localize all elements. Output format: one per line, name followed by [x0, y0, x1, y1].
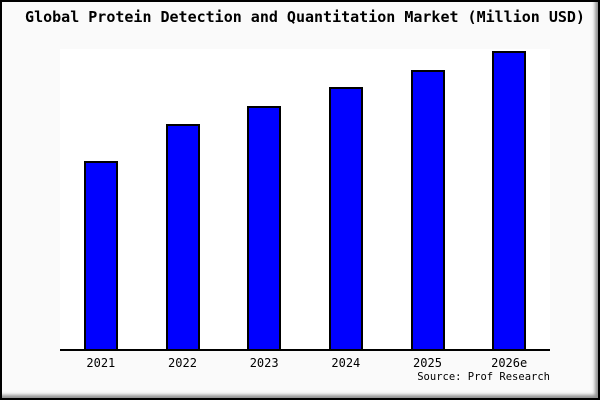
bar-2025: [410, 69, 445, 349]
bar-2024: [328, 86, 363, 349]
source-credit: Source: Prof Research: [417, 371, 550, 383]
x-tick-2023: 2023: [249, 356, 279, 370]
x-tick-2021: 2021: [86, 356, 116, 370]
x-tick-2026e: 2026e: [491, 356, 528, 370]
x-tick-2022: 2022: [168, 356, 197, 370]
plot-area: [60, 49, 550, 351]
bar-2023: [247, 105, 282, 349]
bar-2022: [165, 124, 200, 349]
x-tick-2025: 2025: [413, 356, 442, 370]
bar-2026e: [492, 51, 527, 349]
x-tick-2024: 2024: [331, 356, 361, 370]
bar-2021: [83, 161, 118, 349]
chart-title: Global Protein Detection and Quantitatio…: [25, 8, 585, 26]
